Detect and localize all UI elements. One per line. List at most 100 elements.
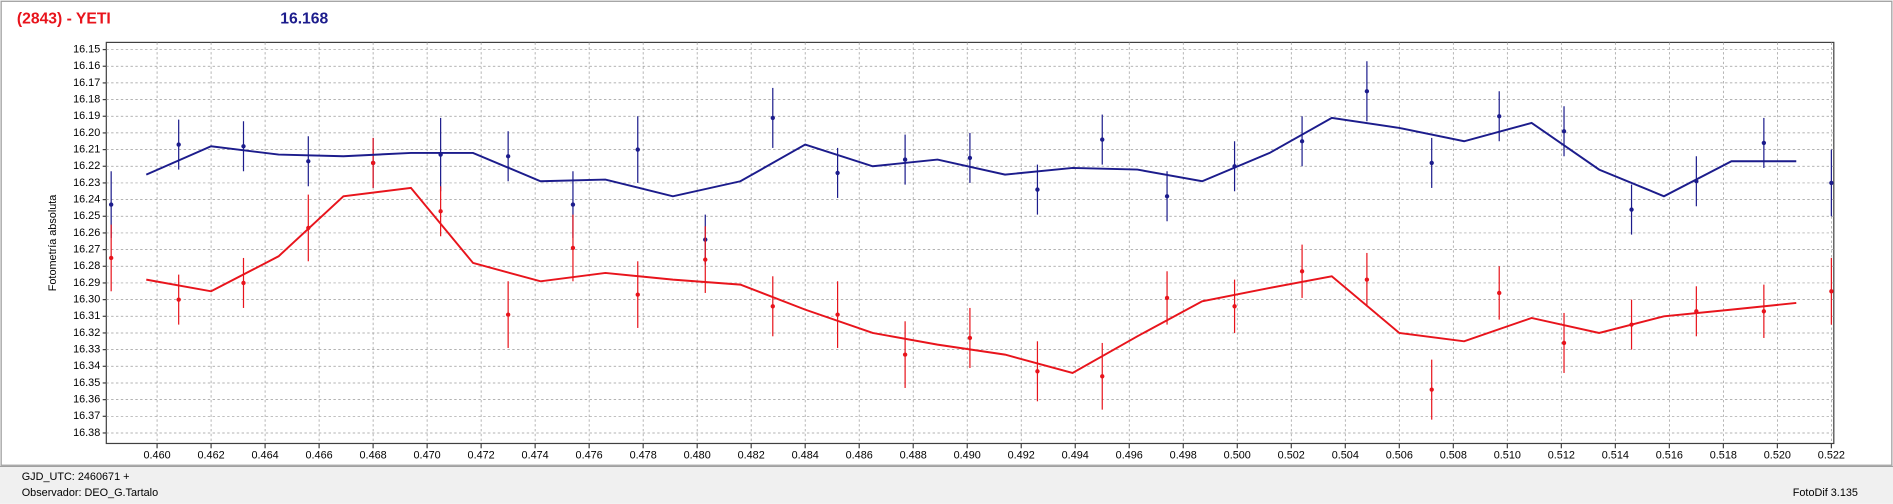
y-tick-label: 16.17 xyxy=(73,77,100,89)
plot-area xyxy=(105,41,1835,445)
x-tick-label: 0.496 xyxy=(1116,449,1143,461)
y-tick-label: 16.24 xyxy=(73,193,100,205)
data-point xyxy=(505,154,511,159)
data-point xyxy=(967,335,973,341)
data-point xyxy=(1164,194,1170,199)
data-point xyxy=(1364,89,1370,94)
data-point xyxy=(306,159,311,164)
data-point xyxy=(1299,139,1305,144)
data-point xyxy=(1561,129,1567,134)
magnitude: 16.168 xyxy=(280,11,328,28)
x-tick-label: 0.488 xyxy=(900,449,927,461)
x-tick-label: 0.522 xyxy=(1818,449,1845,461)
data-point xyxy=(967,155,973,161)
data-point xyxy=(770,304,775,309)
y-tick-label: 16.34 xyxy=(73,360,100,372)
data-point xyxy=(1829,289,1834,294)
x-tick-label: 0.470 xyxy=(414,449,441,461)
x-tick-label: 0.474 xyxy=(522,449,549,461)
data-point xyxy=(1761,140,1767,146)
x-tick-label: 0.500 xyxy=(1224,449,1251,461)
y-tick-label: 16.33 xyxy=(73,343,100,355)
data-point xyxy=(1561,340,1567,346)
data-point xyxy=(241,280,246,286)
data-point xyxy=(176,142,181,147)
data-point xyxy=(438,209,443,214)
series-line xyxy=(146,186,1797,374)
x-tick-label: 0.482 xyxy=(738,449,765,461)
data-point xyxy=(635,147,640,152)
y-tick-label: 16.16 xyxy=(73,60,100,72)
y-tick-label: 16.37 xyxy=(73,410,100,422)
data-point xyxy=(570,202,576,207)
y-tick-label: 16.29 xyxy=(73,277,100,289)
data-point xyxy=(1497,290,1502,296)
x-tick-label: 0.472 xyxy=(468,449,495,461)
data-point xyxy=(570,245,576,251)
x-tick-label: 0.462 xyxy=(197,449,224,461)
data-point xyxy=(902,352,908,357)
series-line xyxy=(145,116,1797,198)
y-tick-label: 16.22 xyxy=(73,160,100,172)
x-tick-label: 0.492 xyxy=(1008,449,1035,461)
y-tick-label: 16.28 xyxy=(73,260,100,272)
x-tick-label: 0.516 xyxy=(1656,449,1683,461)
data-point xyxy=(108,202,114,207)
data-point xyxy=(1829,180,1834,186)
x-tick-label: 0.466 xyxy=(306,449,333,461)
y-tick-label: 16.23 xyxy=(73,177,100,189)
data-point xyxy=(1629,207,1634,212)
y-tick-label: 16.38 xyxy=(73,427,100,439)
y-axis-label: Fotometría absoluta xyxy=(47,194,59,292)
data-point xyxy=(1364,277,1370,282)
data-point xyxy=(770,115,775,121)
data-point xyxy=(370,160,376,166)
y-tick-label: 16.36 xyxy=(73,394,100,406)
data-point xyxy=(1761,309,1767,314)
data-point xyxy=(1035,187,1040,192)
y-tick-label: 16.20 xyxy=(73,127,100,139)
object-title: (2843) - YETI xyxy=(17,11,111,28)
data-point xyxy=(1299,269,1305,274)
status-software: FotoDif 3.135 xyxy=(1793,487,1858,499)
y-tick-label: 16.25 xyxy=(73,210,100,222)
x-tick-label: 0.510 xyxy=(1494,449,1521,461)
x-tick-label: 0.514 xyxy=(1602,449,1629,461)
status-observer: Observador: DEO_G.Tartalo xyxy=(22,487,158,499)
data-point xyxy=(1429,160,1434,166)
y-tick-label: 16.31 xyxy=(73,310,100,322)
data-point xyxy=(241,144,246,149)
data-point xyxy=(176,297,181,302)
data-point xyxy=(505,312,511,317)
data-point xyxy=(108,255,114,261)
x-tick-label: 0.498 xyxy=(1170,449,1197,461)
status-date: GJD_UTC: 2460671 + xyxy=(22,471,130,483)
x-tick-label: 0.468 xyxy=(360,449,387,461)
x-tick-label: 0.476 xyxy=(576,449,603,461)
y-tick-label: 16.21 xyxy=(73,143,100,155)
x-tick-label: 0.460 xyxy=(143,449,170,461)
x-tick-label: 0.484 xyxy=(792,449,819,461)
x-tick-label: 0.506 xyxy=(1386,449,1413,461)
data-point xyxy=(902,157,908,162)
x-tick-label: 0.518 xyxy=(1710,449,1737,461)
x-tick-label: 0.486 xyxy=(846,449,873,461)
data-point xyxy=(1497,114,1502,119)
data-point xyxy=(703,257,708,262)
x-tick-label: 0.502 xyxy=(1278,449,1305,461)
data-point xyxy=(835,170,840,176)
data-point xyxy=(1429,387,1434,392)
data-point xyxy=(1232,304,1237,309)
y-tick-label: 16.32 xyxy=(73,327,100,339)
x-tick-label: 0.480 xyxy=(684,449,711,461)
data-point xyxy=(1035,369,1040,374)
data-point xyxy=(635,292,640,297)
y-tick-label: 16.26 xyxy=(73,227,100,239)
plot: 16.15 16.16 16.17 16.18 16.19 16.20 16.21 16.22… xyxy=(73,42,1845,461)
x-tick-label: 0.512 xyxy=(1548,449,1575,461)
x-tick-label: 0.490 xyxy=(954,449,981,461)
x-tick-label: 0.478 xyxy=(630,449,657,461)
x-tick-label: 0.464 xyxy=(252,449,279,461)
data-point xyxy=(1100,137,1105,142)
